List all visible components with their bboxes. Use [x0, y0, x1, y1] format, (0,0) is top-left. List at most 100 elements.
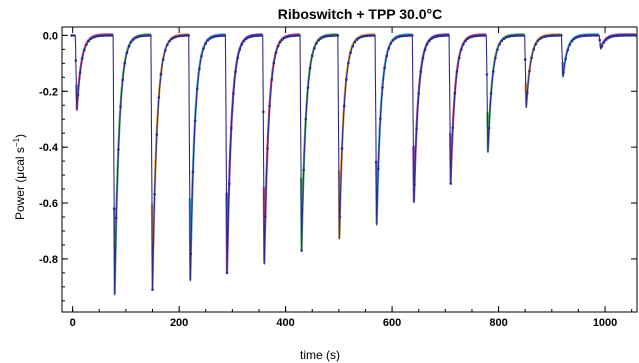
data-point	[189, 252, 193, 256]
data-point	[142, 34, 146, 38]
y-axis-label-unit-exponent: −1	[12, 137, 21, 147]
data-point	[609, 35, 612, 39]
data-point	[611, 35, 614, 38]
data-point	[330, 34, 333, 37]
data-point	[138, 35, 141, 38]
data-point	[406, 34, 410, 37]
data-point	[106, 34, 110, 37]
data-point	[270, 78, 274, 81]
data-point	[408, 34, 412, 37]
data-point	[391, 39, 395, 42]
data-point	[445, 34, 448, 37]
data-point	[509, 34, 512, 38]
y-tick-label: -0.2	[39, 86, 58, 98]
data-point	[223, 34, 227, 37]
data-point	[555, 34, 559, 37]
data-point	[460, 48, 463, 51]
data-point	[432, 36, 435, 39]
data-point	[621, 34, 625, 37]
fit-curve	[561, 33, 600, 77]
data-point	[334, 34, 338, 37]
data-point	[549, 34, 553, 37]
data-point	[83, 48, 86, 52]
data-point	[93, 35, 97, 39]
data-point	[264, 215, 267, 218]
data-point	[492, 70, 495, 73]
data-point	[110, 34, 114, 37]
data-point	[483, 34, 487, 37]
data-point	[487, 126, 491, 130]
data-point	[74, 59, 78, 62]
data-point	[276, 44, 280, 48]
data-point	[255, 34, 259, 37]
data-point	[428, 39, 431, 43]
data-point	[313, 46, 316, 50]
data-points	[70, 34, 638, 296]
data-point	[506, 35, 510, 38]
data-point	[538, 37, 542, 41]
data-point	[626, 34, 629, 37]
data-point	[291, 34, 295, 38]
data-point	[389, 42, 393, 45]
data-point	[585, 34, 589, 37]
data-point	[564, 57, 567, 60]
fit-curve	[75, 33, 114, 110]
data-point	[496, 48, 499, 51]
data-point	[153, 192, 156, 196]
data-point	[632, 34, 636, 37]
data-point	[481, 34, 484, 37]
data-point	[217, 34, 220, 38]
data-point	[566, 48, 570, 52]
data-point	[164, 49, 167, 52]
data-point	[321, 36, 325, 39]
x-tick-label: 200	[170, 317, 188, 329]
fit-curve	[188, 33, 226, 281]
data-point	[213, 35, 216, 38]
data-point	[285, 35, 289, 39]
data-point	[300, 249, 303, 252]
data-point	[451, 126, 455, 130]
data-point	[413, 183, 416, 186]
data-point	[425, 42, 429, 46]
data-point	[85, 43, 88, 46]
data-point	[364, 34, 367, 38]
data-point	[272, 61, 276, 65]
data-point	[440, 34, 444, 37]
data-point	[583, 34, 587, 37]
x-tick-label: 800	[489, 317, 507, 329]
data-point	[553, 34, 557, 37]
x-tick-label: 400	[276, 317, 294, 329]
data-point	[526, 91, 529, 95]
data-point	[279, 40, 282, 44]
data-point	[244, 37, 248, 41]
data-point	[372, 34, 376, 37]
data-point	[575, 36, 578, 39]
data-point	[572, 37, 576, 41]
data-point	[521, 34, 525, 37]
data-point	[359, 35, 363, 39]
data-point	[368, 34, 372, 37]
data-point	[351, 44, 355, 48]
data-point	[353, 40, 357, 44]
data-point	[144, 34, 148, 37]
data-point	[176, 35, 180, 38]
data-point	[127, 44, 131, 48]
data-point	[80, 57, 84, 60]
data-point	[607, 36, 610, 40]
fit-curve	[300, 33, 338, 250]
data-point	[172, 36, 176, 39]
data-point	[462, 42, 465, 46]
data-point	[78, 71, 82, 74]
data-point	[600, 45, 604, 48]
data-point	[411, 34, 414, 37]
data-point	[394, 37, 397, 40]
data-point	[560, 34, 563, 37]
data-point	[468, 36, 472, 39]
data-point	[215, 34, 218, 38]
data-point	[366, 34, 369, 38]
data-point	[332, 34, 335, 37]
data-point	[132, 38, 135, 41]
data-point	[530, 56, 533, 60]
data-point	[513, 34, 516, 37]
data-point	[619, 34, 623, 37]
